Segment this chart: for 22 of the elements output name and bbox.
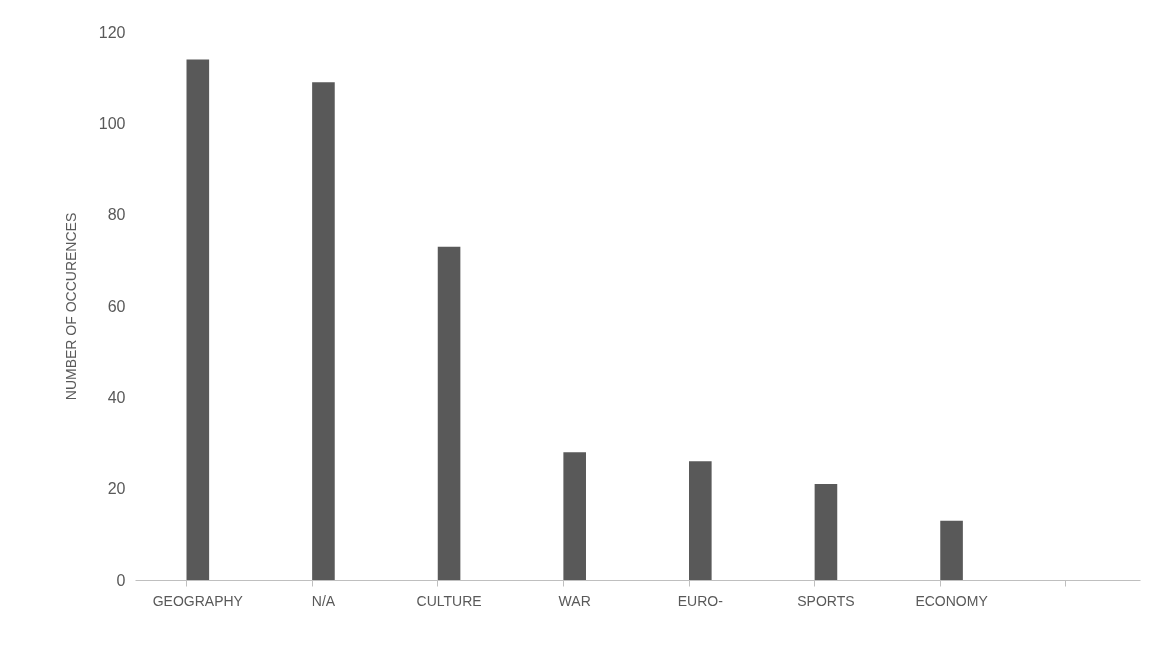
bar <box>940 520 963 580</box>
bar <box>689 461 712 580</box>
y-tick-label: 60 <box>107 297 126 315</box>
x-tick-label: SPORTS <box>797 592 855 609</box>
x-tick-label: GEOGRAPHY <box>152 592 244 609</box>
bar <box>437 246 461 580</box>
y-tick-label: 40 <box>107 388 126 406</box>
x-tick-label: WAR <box>558 592 591 609</box>
bar <box>563 452 586 580</box>
y-axis-title: NUMBER OF OCCURENCES <box>62 212 79 401</box>
y-tick-label: 100 <box>98 114 126 132</box>
x-tick-label: ECONOMY <box>915 592 989 609</box>
x-tick-label: EURO- <box>677 592 724 609</box>
x-tick-label: CULTURE <box>416 592 482 609</box>
y-tick-label: 0 <box>116 571 126 589</box>
y-tick-label: 120 <box>98 23 126 41</box>
y-tick-label: 80 <box>107 206 126 224</box>
x-tick-label: N/A <box>311 592 336 609</box>
bar <box>186 59 210 580</box>
bar <box>814 484 838 580</box>
bar <box>312 82 335 580</box>
y-tick-label: 20 <box>107 480 126 498</box>
